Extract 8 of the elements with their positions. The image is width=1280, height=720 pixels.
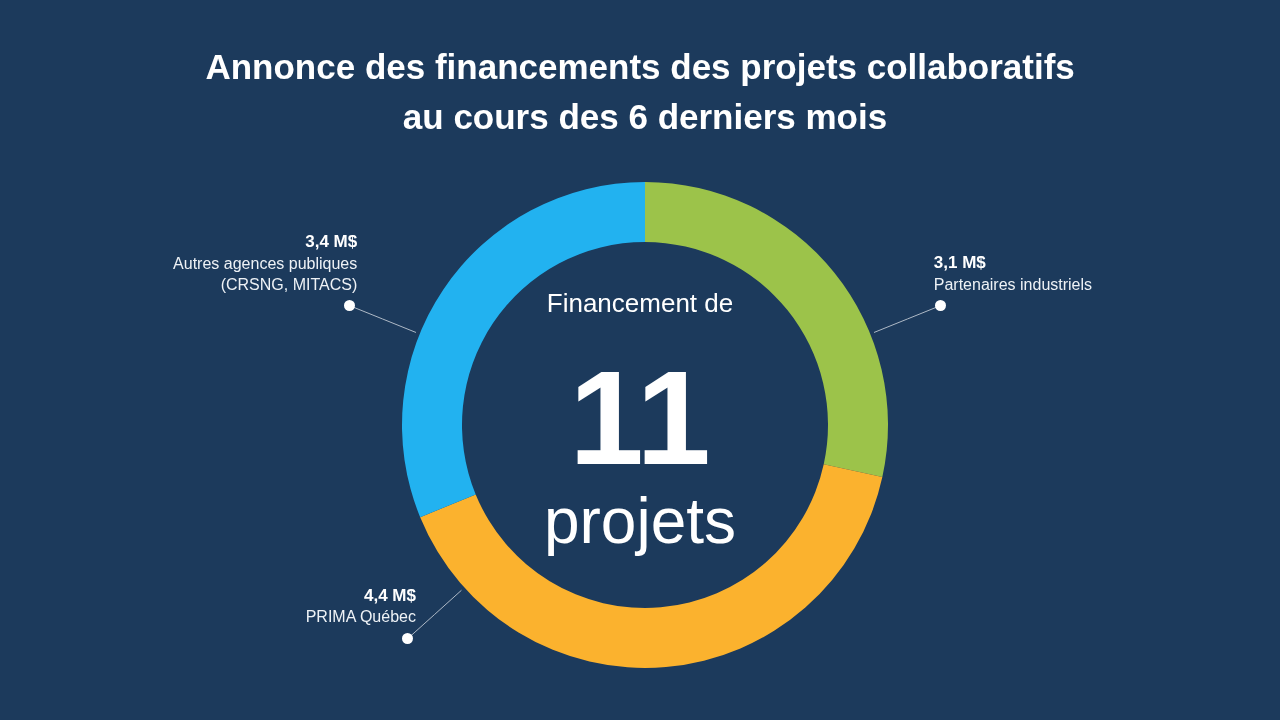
slice-label: Autres agences publiques (CRSNG, MITACS) xyxy=(173,254,358,293)
chart-title: Annonce des financements des projets collaboratifs au cours des 6 derniers mois xyxy=(205,46,1085,136)
text: Financement de xyxy=(546,288,734,318)
data-label: 3,1 M$ xyxy=(933,253,987,272)
slice-label: Partenaires industriels xyxy=(933,275,1093,293)
data-label: 4,4 M$ xyxy=(363,585,417,605)
slice-label: PRIMA Québec xyxy=(305,608,416,626)
data-label: 3,4 M$ xyxy=(305,232,358,251)
